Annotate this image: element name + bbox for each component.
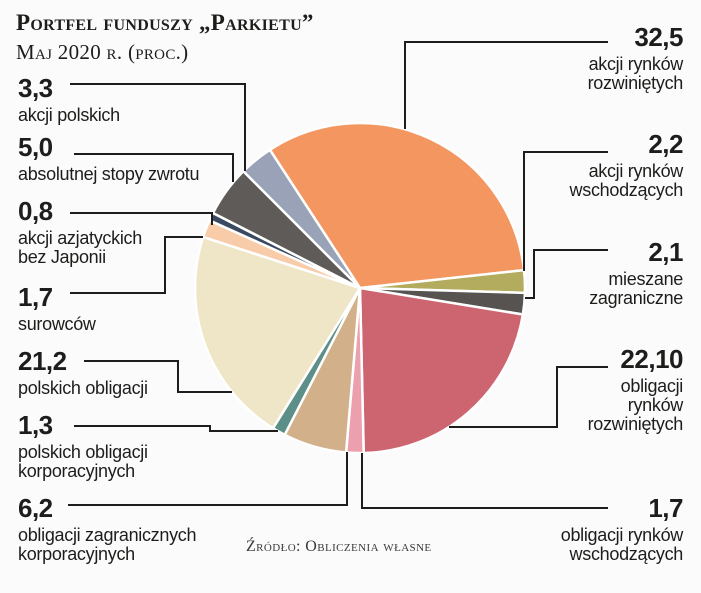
- pie-slice-akcje-polskie: [242, 148, 362, 290]
- slice-value: 32,5: [634, 22, 683, 52]
- slice-label-akcje-polskie: 3,3 akcji polskich: [18, 73, 120, 125]
- source-credit: Źródło: Obliczenia własne: [246, 538, 432, 555]
- slice-name: akcji azjatyckich bez Japonii: [18, 228, 142, 267]
- slice-label-akcje-rynkow-rozwinietych: 32,5 akcji rynków rozwiniętych: [587, 22, 684, 93]
- connector-obligacje-rynkow-wschodzacych: [361, 453, 608, 509]
- slice-label-polskie-obligacje-korporacyjne: 1,3 polskich obligacji korporacyjnych: [18, 410, 148, 481]
- slice-name: obligacji rynków rozwiniętych: [587, 376, 684, 434]
- slice-value: 6,2: [18, 493, 53, 523]
- connector-polskie-obligacje-korp: [74, 425, 278, 432]
- slice-name: akcji polskich: [18, 105, 120, 125]
- slice-label-obligacje-rynkow-rozwinietych: 22,10 obligacji rynków rozwiniętych: [587, 344, 684, 434]
- slice-value: 0,8: [18, 196, 53, 226]
- connector-mieszane-zagraniczne: [525, 249, 608, 299]
- slice-label-akcje-rynkow-wschodzacych: 2,2 akcji rynków wschodzących: [569, 129, 684, 200]
- slice-name: obligacji zagranicznych korporacyjnych: [18, 525, 197, 564]
- slice-label-obligacje-rynkow-wschodzacych: 1,7 obligacji rynków wschodzących: [560, 493, 684, 564]
- connector-absolutna-stopa-zwrotu: [74, 153, 234, 182]
- slice-name: akcji rynków rozwiniętych: [587, 54, 684, 93]
- slice-label-absolutna-stopa-zwrotu: 5,0 absolutnej stopy zwrotu: [18, 132, 200, 184]
- connector-lines: [68, 41, 608, 509]
- slice-name: akcji rynków wschodzących: [569, 161, 684, 200]
- connector-akcje-rynkow-wschodzacych: [523, 151, 608, 271]
- slice-value: 21,2: [18, 346, 67, 376]
- slice-value: 1,7: [648, 493, 683, 523]
- slice-label-surowce: 1,7 surowców: [18, 282, 96, 334]
- slice-name: polskich obligacji: [18, 378, 148, 398]
- slice-name: surowców: [18, 314, 96, 334]
- slice-value: 1,3: [18, 410, 53, 440]
- slice-label-polskie-obligacje: 21,2 polskich obligacji: [18, 346, 148, 398]
- slice-value: 5,0: [18, 132, 53, 162]
- slice-name: mieszane zagraniczne: [589, 269, 683, 308]
- connector-akcje-polskie: [70, 83, 246, 171]
- slice-value: 3,3: [18, 73, 53, 103]
- slice-name: obligacji rynków wschodzących: [560, 525, 684, 564]
- slice-value: 2,2: [648, 129, 683, 159]
- slice-name: absolutnej stopy zwrotu: [18, 164, 200, 184]
- pie-slice-obligacje-rynkow-rozwinietych: [358, 286, 525, 455]
- connector-akcje-rynkow-rozwinietych: [404, 41, 608, 129]
- connector-surowce: [70, 236, 203, 294]
- connector-obligacje-rynkow-rozwinietych: [449, 366, 608, 428]
- pie-slice-polskie-obligacje: [193, 235, 362, 430]
- connector-akcje-azjatyckie: [70, 212, 213, 225]
- pie-slices: [193, 121, 527, 455]
- slice-label-akcje-azjatyckie: 0,8 akcji azjatyckich bez Japonii: [18, 196, 142, 267]
- slice-value: 2,1: [648, 237, 683, 267]
- page-subtitle: Maj 2020 r. (proc.): [16, 40, 189, 64]
- slice-name: polskich obligacji korporacyjnych: [18, 442, 148, 481]
- page-title: Portfel funduszy „Parkietu”: [16, 10, 314, 35]
- slice-value: 22,10: [620, 344, 683, 374]
- slice-value: 1,7: [18, 282, 53, 312]
- connector-polskie-obligacje: [84, 360, 232, 393]
- slice-label-mieszane-zagraniczne: 2,1 mieszane zagraniczne: [589, 237, 683, 308]
- slice-label-obligacje-zagraniczne-korporacyjne: 6,2 obligacji zagranicznych korporacyjny…: [18, 493, 197, 564]
- connector-obligacje-zagraniczne-korp: [68, 452, 348, 506]
